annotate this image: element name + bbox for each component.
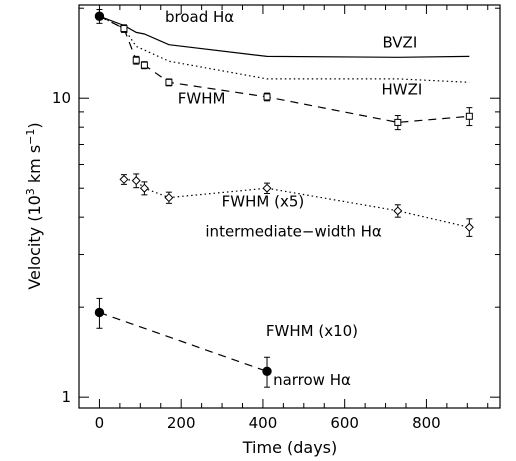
series-layer bbox=[94, 9, 474, 388]
series-4-point bbox=[139, 183, 149, 193]
annotations: broad Hα BVZI HWZI FWHM FWHM (x5) intermediat… bbox=[165, 8, 422, 389]
plot-frame bbox=[78, 4, 501, 409]
series-5-line bbox=[99, 311, 268, 372]
y-tick-label: 10 bbox=[52, 89, 71, 107]
y-axis-label-mid: km s bbox=[25, 145, 44, 188]
series-4-point bbox=[464, 222, 474, 232]
series-3-point bbox=[94, 11, 105, 21]
x-tick-label: 600 bbox=[330, 414, 359, 432]
series-3-point bbox=[120, 25, 128, 33]
series-3-point bbox=[394, 118, 402, 126]
x-tick-label: 400 bbox=[249, 414, 278, 432]
x-tick-label: 200 bbox=[167, 414, 196, 432]
y-axis-label: Velocity (103 km s−1) bbox=[24, 122, 44, 289]
series-5-point bbox=[94, 307, 105, 318]
series-4-point bbox=[262, 183, 272, 193]
series-3-point bbox=[140, 61, 148, 69]
series-3-point bbox=[465, 112, 473, 120]
annotation-label: broad Hα bbox=[165, 8, 234, 26]
series-4-point bbox=[119, 174, 129, 184]
y-axis-label-end: ) bbox=[25, 122, 44, 128]
series-3-point bbox=[132, 56, 140, 64]
series-3-point bbox=[165, 78, 173, 86]
annotation-label: BVZI bbox=[382, 33, 417, 51]
x-axis-ticks: 0 200 400 600 800 bbox=[78, 5, 489, 432]
series-4-point bbox=[131, 176, 141, 186]
series-2-line bbox=[99, 15, 470, 83]
x-tick-label: 800 bbox=[412, 414, 441, 432]
x-tick-label: 0 bbox=[95, 414, 105, 432]
annotation-label: FWHM (x10) bbox=[266, 322, 358, 340]
series-4-point bbox=[164, 193, 174, 203]
annotation-label: HWZI bbox=[381, 80, 422, 98]
series-3-line bbox=[99, 15, 470, 124]
series-3-point bbox=[263, 93, 271, 101]
annotation-label: narrow Hα bbox=[273, 371, 351, 389]
annotation-label: FWHM (x5) bbox=[222, 192, 305, 210]
y-tick-label: 1 bbox=[61, 388, 71, 406]
series-5-point bbox=[262, 366, 272, 377]
y-axis-label-sup1: 3 bbox=[24, 188, 37, 195]
x-axis-label: Time (days) bbox=[242, 438, 338, 457]
series-4-point bbox=[393, 206, 403, 216]
y-axis-label-main: Velocity (10 bbox=[25, 195, 44, 289]
annotation-label: intermediate−width Hα bbox=[205, 222, 381, 240]
annotation-label: FWHM bbox=[178, 90, 226, 108]
y-axis-ticks: 1 10 bbox=[52, 7, 500, 406]
y-axis-label-sup2: −1 bbox=[24, 129, 37, 145]
